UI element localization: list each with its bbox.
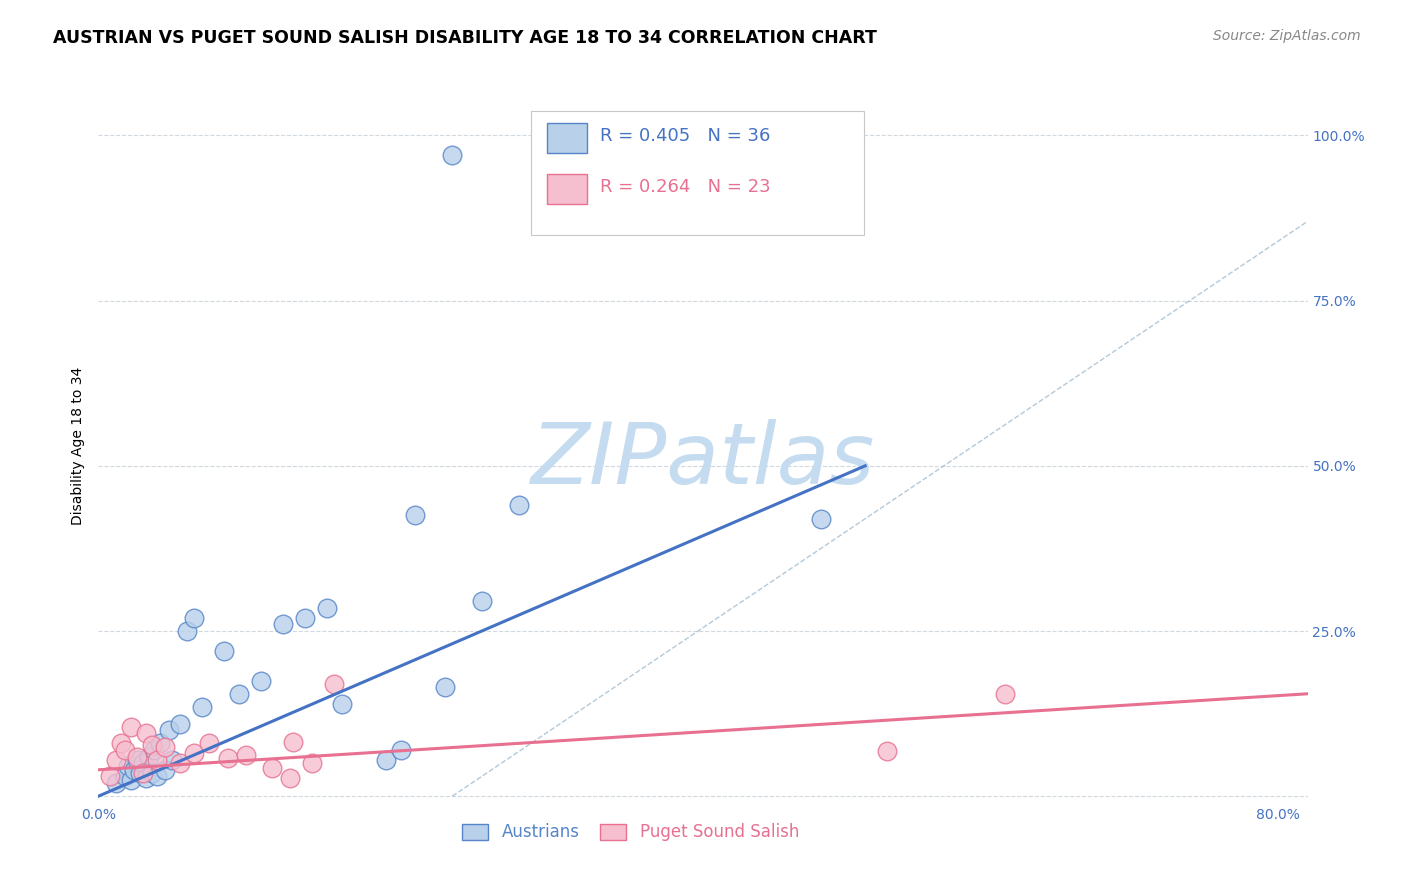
Point: [157, 723, 180, 738]
Point: [183, 746, 205, 760]
Point: [131, 766, 153, 780]
Point: [122, 763, 145, 777]
Point: [249, 673, 271, 688]
Point: [135, 771, 157, 785]
Y-axis label: Disability Age 18 to 34: Disability Age 18 to 34: [72, 367, 86, 525]
Point: [183, 611, 205, 625]
Point: [190, 700, 212, 714]
Point: [330, 697, 353, 711]
Point: [125, 749, 148, 764]
Point: [212, 644, 235, 658]
Text: Source: ZipAtlas.com: Source: ZipAtlas.com: [1213, 29, 1361, 43]
Point: [278, 771, 301, 785]
Point: [114, 769, 136, 783]
Point: [235, 748, 257, 763]
Point: [262, 761, 284, 775]
Text: R = 0.405   N = 36: R = 0.405 N = 36: [600, 127, 770, 145]
Point: [153, 739, 176, 754]
Point: [120, 772, 142, 787]
Point: [138, 749, 160, 764]
Point: [146, 769, 169, 783]
Point: [169, 716, 191, 731]
Point: [375, 753, 398, 767]
Point: [294, 611, 316, 625]
Point: [105, 776, 128, 790]
Point: [389, 743, 412, 757]
Point: [117, 759, 139, 773]
Point: [146, 753, 169, 767]
FancyBboxPatch shape: [547, 174, 586, 204]
Point: [994, 687, 1017, 701]
Point: [149, 736, 172, 750]
Point: [110, 736, 132, 750]
Point: [141, 766, 163, 780]
Point: [508, 499, 530, 513]
Point: [323, 677, 346, 691]
Point: [441, 148, 464, 162]
Point: [281, 735, 304, 749]
Point: [153, 763, 176, 777]
Point: [876, 744, 898, 758]
Point: [471, 594, 494, 608]
Point: [228, 687, 250, 701]
Point: [141, 738, 163, 752]
Point: [143, 743, 166, 757]
FancyBboxPatch shape: [531, 111, 863, 235]
Point: [114, 743, 136, 757]
Point: [128, 766, 150, 780]
Point: [404, 508, 426, 523]
Point: [98, 769, 121, 783]
Point: [217, 751, 239, 765]
Point: [131, 756, 153, 771]
Point: [810, 511, 832, 525]
Point: [271, 617, 294, 632]
Point: [198, 736, 221, 750]
Text: R = 0.264   N = 23: R = 0.264 N = 23: [600, 178, 770, 196]
Point: [433, 680, 456, 694]
Point: [120, 720, 142, 734]
Text: AUSTRIAN VS PUGET SOUND SALISH DISABILITY AGE 18 TO 34 CORRELATION CHART: AUSTRIAN VS PUGET SOUND SALISH DISABILIT…: [53, 29, 877, 46]
Point: [169, 756, 191, 771]
Point: [135, 726, 157, 740]
Legend: Austrians, Puget Sound Salish: Austrians, Puget Sound Salish: [456, 817, 806, 848]
Point: [160, 753, 183, 767]
FancyBboxPatch shape: [547, 123, 586, 153]
Point: [176, 624, 198, 638]
Point: [301, 756, 323, 771]
Point: [125, 753, 148, 767]
Point: [316, 600, 339, 615]
Text: ZIPatlas: ZIPatlas: [531, 418, 875, 502]
Point: [105, 753, 128, 767]
